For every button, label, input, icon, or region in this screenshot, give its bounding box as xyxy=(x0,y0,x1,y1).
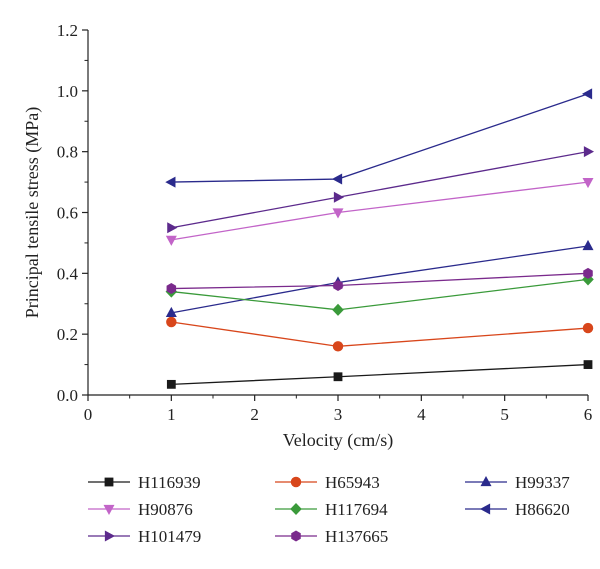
marker-triangle-left xyxy=(165,176,176,188)
y-tick-label: 1.0 xyxy=(57,82,78,101)
series-H137665 xyxy=(166,267,593,295)
series-layer xyxy=(165,88,595,389)
marker-triangle-up xyxy=(480,475,492,487)
marker-diamond xyxy=(290,502,302,516)
x-tick-label: 1 xyxy=(167,405,176,424)
legend-label: H101479 xyxy=(138,527,201,546)
series-line xyxy=(171,93,589,183)
legend-label: H65943 xyxy=(325,473,380,492)
x-tick-label: 2 xyxy=(250,405,259,424)
legend-item: H86620 xyxy=(465,500,570,519)
legend-item: H90876 xyxy=(88,500,193,519)
marker-triangle-left xyxy=(331,173,343,185)
marker-hexagon xyxy=(291,530,301,542)
series-H90876 xyxy=(165,177,594,246)
series-line xyxy=(171,245,589,314)
series-line xyxy=(171,321,589,347)
marker-square xyxy=(166,379,176,389)
series-H65943 xyxy=(166,316,594,352)
marker-circle xyxy=(582,322,594,334)
y-tick-label: 0.8 xyxy=(57,143,78,162)
series-H101479 xyxy=(167,146,595,234)
legend-label: H90876 xyxy=(138,500,193,519)
legend-label: H137665 xyxy=(325,527,388,546)
axes: 0 1 2 3 4 5 6 0.0 0.2 0.4 0.6 0.8 1.0 1.2 xyxy=(57,21,593,424)
y-axis-label: Principal tensile stress (MPa) xyxy=(22,107,43,318)
legend-item: H117694 xyxy=(275,500,388,519)
marker-circle xyxy=(332,341,344,352)
series-line xyxy=(171,272,589,290)
y-tick-label: 0.0 xyxy=(57,386,78,405)
legend: H116939 H65943 H99337 H90876 H117694 H86620 H1… xyxy=(88,473,570,546)
legend-item: H99337 xyxy=(465,473,570,492)
marker-triangle-left xyxy=(581,88,593,100)
marker-hexagon xyxy=(166,283,177,295)
x-tick-label: 6 xyxy=(584,405,593,424)
marker-triangle-up xyxy=(165,306,177,317)
marker-square xyxy=(583,360,593,369)
y-tick-label: 0.2 xyxy=(57,325,78,344)
legend-item: H101479 xyxy=(88,527,201,546)
y-tick-label: 0.6 xyxy=(57,204,78,223)
x-tick-label: 0 xyxy=(84,405,93,424)
series-H116939 xyxy=(166,360,593,389)
series-H99337 xyxy=(165,239,594,317)
legend-label: H99337 xyxy=(515,473,570,492)
series-H117694 xyxy=(165,273,594,316)
series-line xyxy=(171,181,589,241)
legend-item: H116939 xyxy=(88,473,201,492)
marker-hexagon xyxy=(583,267,593,279)
marker-triangle-down xyxy=(103,504,115,516)
marker-square xyxy=(333,372,343,382)
legend-label: H117694 xyxy=(325,500,388,519)
y-tick-label: 1.2 xyxy=(57,21,78,40)
marker-hexagon xyxy=(333,280,343,291)
series-H86620 xyxy=(165,88,593,188)
legend-item: H137665 xyxy=(275,527,388,546)
marker-circle xyxy=(166,316,177,328)
marker-triangle-left xyxy=(479,503,491,515)
marker-triangle-down xyxy=(165,235,177,246)
legend-label: H116939 xyxy=(138,473,201,492)
marker-triangle-up xyxy=(582,239,594,251)
series-line xyxy=(171,363,589,386)
marker-triangle-right xyxy=(333,191,345,203)
marker-triangle-down xyxy=(332,208,344,219)
y-tick-label: 0.4 xyxy=(57,264,79,283)
marker-triangle-down xyxy=(582,177,594,189)
x-axis-label: Velocity (cm/s) xyxy=(283,430,393,451)
legend-item: H65943 xyxy=(275,473,380,492)
marker-triangle-right xyxy=(583,146,595,158)
x-tick-label: 4 xyxy=(417,405,426,424)
marker-triangle-right xyxy=(104,530,116,542)
marker-diamond xyxy=(332,303,344,316)
x-tick-label: 3 xyxy=(334,405,343,424)
legend-label: H86620 xyxy=(515,500,570,519)
marker-circle xyxy=(290,476,302,488)
marker-square xyxy=(104,477,114,487)
marker-triangle-right xyxy=(167,222,178,234)
x-tick-label: 5 xyxy=(500,405,509,424)
